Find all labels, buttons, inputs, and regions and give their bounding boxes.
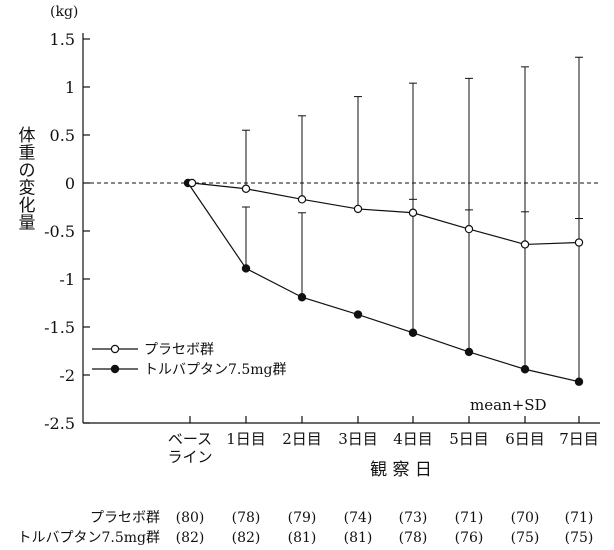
open-point — [297, 195, 307, 204]
y-tick-label: 1 — [65, 78, 75, 97]
table-row-label: トルバプタン7.5mg群 — [17, 530, 160, 546]
series-lines — [187, 182, 580, 383]
table-cell: (81) — [288, 530, 317, 546]
table-cell: (71) — [455, 510, 484, 526]
y-axis-label-char: 重 — [19, 144, 36, 164]
open-point — [408, 208, 418, 217]
open-point — [353, 204, 363, 214]
legend-label: プラセボ群 — [144, 342, 214, 358]
y-axis-label-char: の — [19, 161, 36, 181]
y-unit-label: (kg) — [50, 4, 78, 20]
x-tick-label: 5日目 — [449, 430, 489, 448]
axes — [82, 33, 600, 424]
x-tick-label: ライン — [167, 448, 212, 466]
table-cell: (80) — [176, 510, 205, 526]
table-cell: (79) — [288, 510, 317, 526]
sd-annotation: mean+SD — [470, 396, 547, 414]
y-axis-label-char: 化 — [19, 196, 36, 216]
y-tick-label: -2 — [59, 366, 75, 385]
series-line — [191, 182, 580, 246]
table-cell: (73) — [399, 510, 428, 526]
filled-point — [408, 328, 418, 337]
y-axis-label-char: 体 — [19, 126, 36, 146]
table-row-label: プラセボ群 — [90, 510, 160, 526]
legend-marker — [110, 344, 120, 354]
x-tick-label: 4日目 — [393, 430, 433, 448]
open-point — [520, 240, 530, 249]
open-point — [187, 178, 197, 188]
filled-point — [241, 264, 251, 273]
table-cell: (74) — [344, 510, 373, 526]
table-cell: (70) — [511, 510, 540, 526]
x-tick-label: 6日目 — [505, 430, 545, 448]
y-tick-label: 1.5 — [50, 30, 75, 49]
y-ticks: 1.5 1 0.5 0 -0.5 -1 -1.5 -2 -2.5 — [44, 30, 90, 433]
filled-point — [520, 365, 530, 374]
y-tick-label: -2.5 — [44, 414, 75, 433]
table-cell: (78) — [399, 530, 428, 546]
y-tick-label: -0.5 — [44, 222, 75, 241]
x-tick-label: 3日目 — [338, 430, 378, 448]
table-cell: (71) — [565, 510, 594, 526]
x-tick-label: 2日目 — [282, 430, 322, 448]
error-bars — [242, 56, 583, 382]
open-point — [574, 238, 584, 247]
filled-point — [464, 347, 474, 357]
y-axis-label-char: 量 — [19, 214, 36, 234]
x-axis-title: 観 察 日 — [370, 460, 432, 480]
sample-size-table: プラセボ群 (80) (78) (79) (74) (73) (71) (70) (71) トルバ… — [17, 510, 593, 546]
filled-point — [574, 377, 584, 386]
series-points — [183, 178, 584, 386]
y-tick-label: 0 — [65, 174, 75, 193]
table-cell: (75) — [565, 530, 594, 546]
open-point — [464, 224, 474, 234]
open-point — [241, 184, 251, 193]
table-cell: (82) — [176, 530, 205, 546]
y-tick-label: -1 — [59, 270, 75, 289]
legend-label: トルバプタン7.5mg群 — [144, 362, 287, 378]
x-tick-label: ベース — [168, 430, 212, 448]
table-cell: (81) — [344, 530, 373, 546]
y-axis-label-char: 変 — [19, 179, 36, 199]
filled-point — [353, 310, 363, 319]
table-cell: (75) — [511, 530, 540, 546]
x-tick-label: 7日目 — [559, 430, 599, 448]
legend-marker — [110, 364, 120, 374]
x-tick-label: 1日目 — [226, 430, 266, 448]
y-tick-label: 0.5 — [50, 126, 75, 145]
table-cell: (76) — [455, 530, 484, 546]
filled-point — [297, 293, 307, 302]
series-line — [187, 182, 580, 383]
table-cell: (78) — [232, 510, 261, 526]
table-cell: (82) — [232, 530, 261, 546]
y-tick-label: -1.5 — [44, 318, 75, 337]
